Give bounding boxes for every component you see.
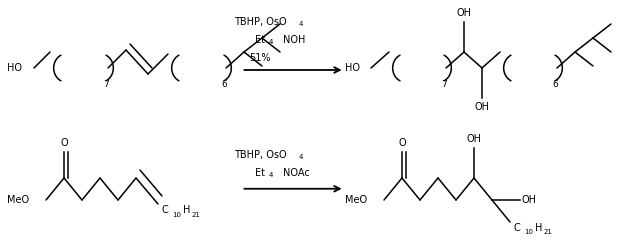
Text: C: C — [514, 223, 521, 233]
Text: 6: 6 — [221, 80, 227, 89]
Text: MeO: MeO — [345, 195, 367, 205]
Text: 4: 4 — [269, 172, 273, 178]
Text: TBHP, OsO: TBHP, OsO — [234, 150, 287, 160]
Text: Et: Et — [255, 168, 265, 178]
Text: OH: OH — [457, 8, 471, 18]
Text: HO: HO — [7, 63, 22, 73]
Text: 21: 21 — [192, 212, 201, 218]
Text: 10: 10 — [172, 212, 181, 218]
Text: 7: 7 — [103, 80, 109, 89]
Text: H: H — [183, 205, 191, 215]
Text: OH: OH — [522, 195, 537, 205]
Text: 10: 10 — [524, 229, 533, 235]
Text: OH: OH — [466, 134, 482, 144]
Text: O: O — [60, 138, 68, 148]
Text: 4: 4 — [299, 154, 303, 160]
Text: OH: OH — [475, 102, 489, 112]
Text: HO: HO — [345, 63, 360, 73]
Text: 4: 4 — [299, 21, 303, 27]
Text: NOAc: NOAc — [283, 168, 309, 178]
Text: TBHP, OsO: TBHP, OsO — [234, 17, 287, 27]
Text: 7: 7 — [441, 80, 447, 89]
Text: Et: Et — [255, 35, 265, 45]
Text: MeO: MeO — [7, 195, 29, 205]
Text: 51%: 51% — [249, 53, 270, 63]
Text: 4: 4 — [269, 39, 273, 45]
Text: O: O — [398, 138, 406, 148]
Text: NOH: NOH — [283, 35, 305, 45]
Text: 21: 21 — [544, 229, 553, 235]
Text: H: H — [535, 223, 542, 233]
Text: 6: 6 — [552, 80, 558, 89]
Text: C: C — [162, 205, 169, 215]
